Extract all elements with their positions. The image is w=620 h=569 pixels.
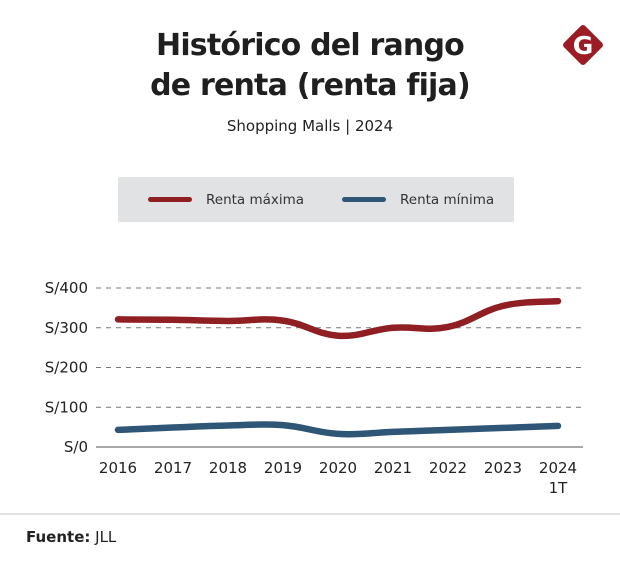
source-note: Fuente: JLL	[26, 528, 116, 546]
series-lines	[114, 297, 562, 438]
series-line-renta-minima	[114, 421, 562, 438]
x-tick-label: 2017	[154, 459, 192, 477]
legend-item-renta-maxima: Renta máxima	[148, 177, 304, 222]
legend-item-renta-minima: Renta mínima	[342, 177, 494, 222]
x-axis-ticks: 2016 2017 2018 2019 2020 2021 2022 2023 2024 1T	[99, 459, 577, 497]
x-tick-label: 2020	[319, 459, 357, 477]
legend-label-renta-maxima: Renta máxima	[206, 191, 305, 208]
legend-label-renta-minima: Renta mínima	[400, 191, 495, 208]
y-tick-label: S/0	[64, 438, 88, 456]
legend-swatch-renta-maxima	[148, 197, 192, 202]
x-tick-label: 2022	[429, 459, 467, 477]
chart-title-line-1: Histórico del rango	[156, 28, 465, 63]
chart-title: Histórico del rango de renta (renta fija…	[0, 26, 620, 106]
y-tick-label: S/100	[45, 398, 88, 416]
y-tick-label: S/200	[45, 359, 88, 377]
x-tick-sublabel: 1T	[549, 479, 569, 497]
footer-divider	[0, 513, 620, 515]
y-tick-label: S/400	[45, 279, 88, 297]
x-tick-label: 2021	[374, 459, 412, 477]
chart-title-line-2: de renta (renta fija)	[150, 68, 471, 103]
x-tick-label: 2019	[264, 459, 302, 477]
logo-letter: G	[573, 31, 594, 60]
y-axis-ticks: S/0 S/100 S/200 S/300 S/400	[45, 279, 88, 456]
x-tick-label: 2024	[539, 459, 577, 477]
logo-diamond	[563, 25, 603, 65]
gridlines	[96, 287, 583, 448]
brand-logo-icon: G	[563, 25, 603, 65]
x-tick-label: 2018	[209, 459, 247, 477]
legend-swatch-renta-minima	[342, 197, 386, 202]
chart-subtitle: Shopping Malls | 2024	[226, 117, 394, 135]
chart-legend: Renta máxima Renta mínima	[118, 177, 514, 222]
x-tick-label: 2016	[99, 459, 137, 477]
source-label: Fuente:	[26, 528, 91, 546]
x-tick-label: 2023	[484, 459, 522, 477]
line-chart: S/0 S/100 S/200 S/300 S/400 2016 2017 2018 2019…	[45, 279, 583, 497]
source-value: JLL	[95, 528, 117, 546]
series-line-renta-maxima	[114, 297, 562, 340]
y-tick-label: S/300	[45, 319, 88, 337]
